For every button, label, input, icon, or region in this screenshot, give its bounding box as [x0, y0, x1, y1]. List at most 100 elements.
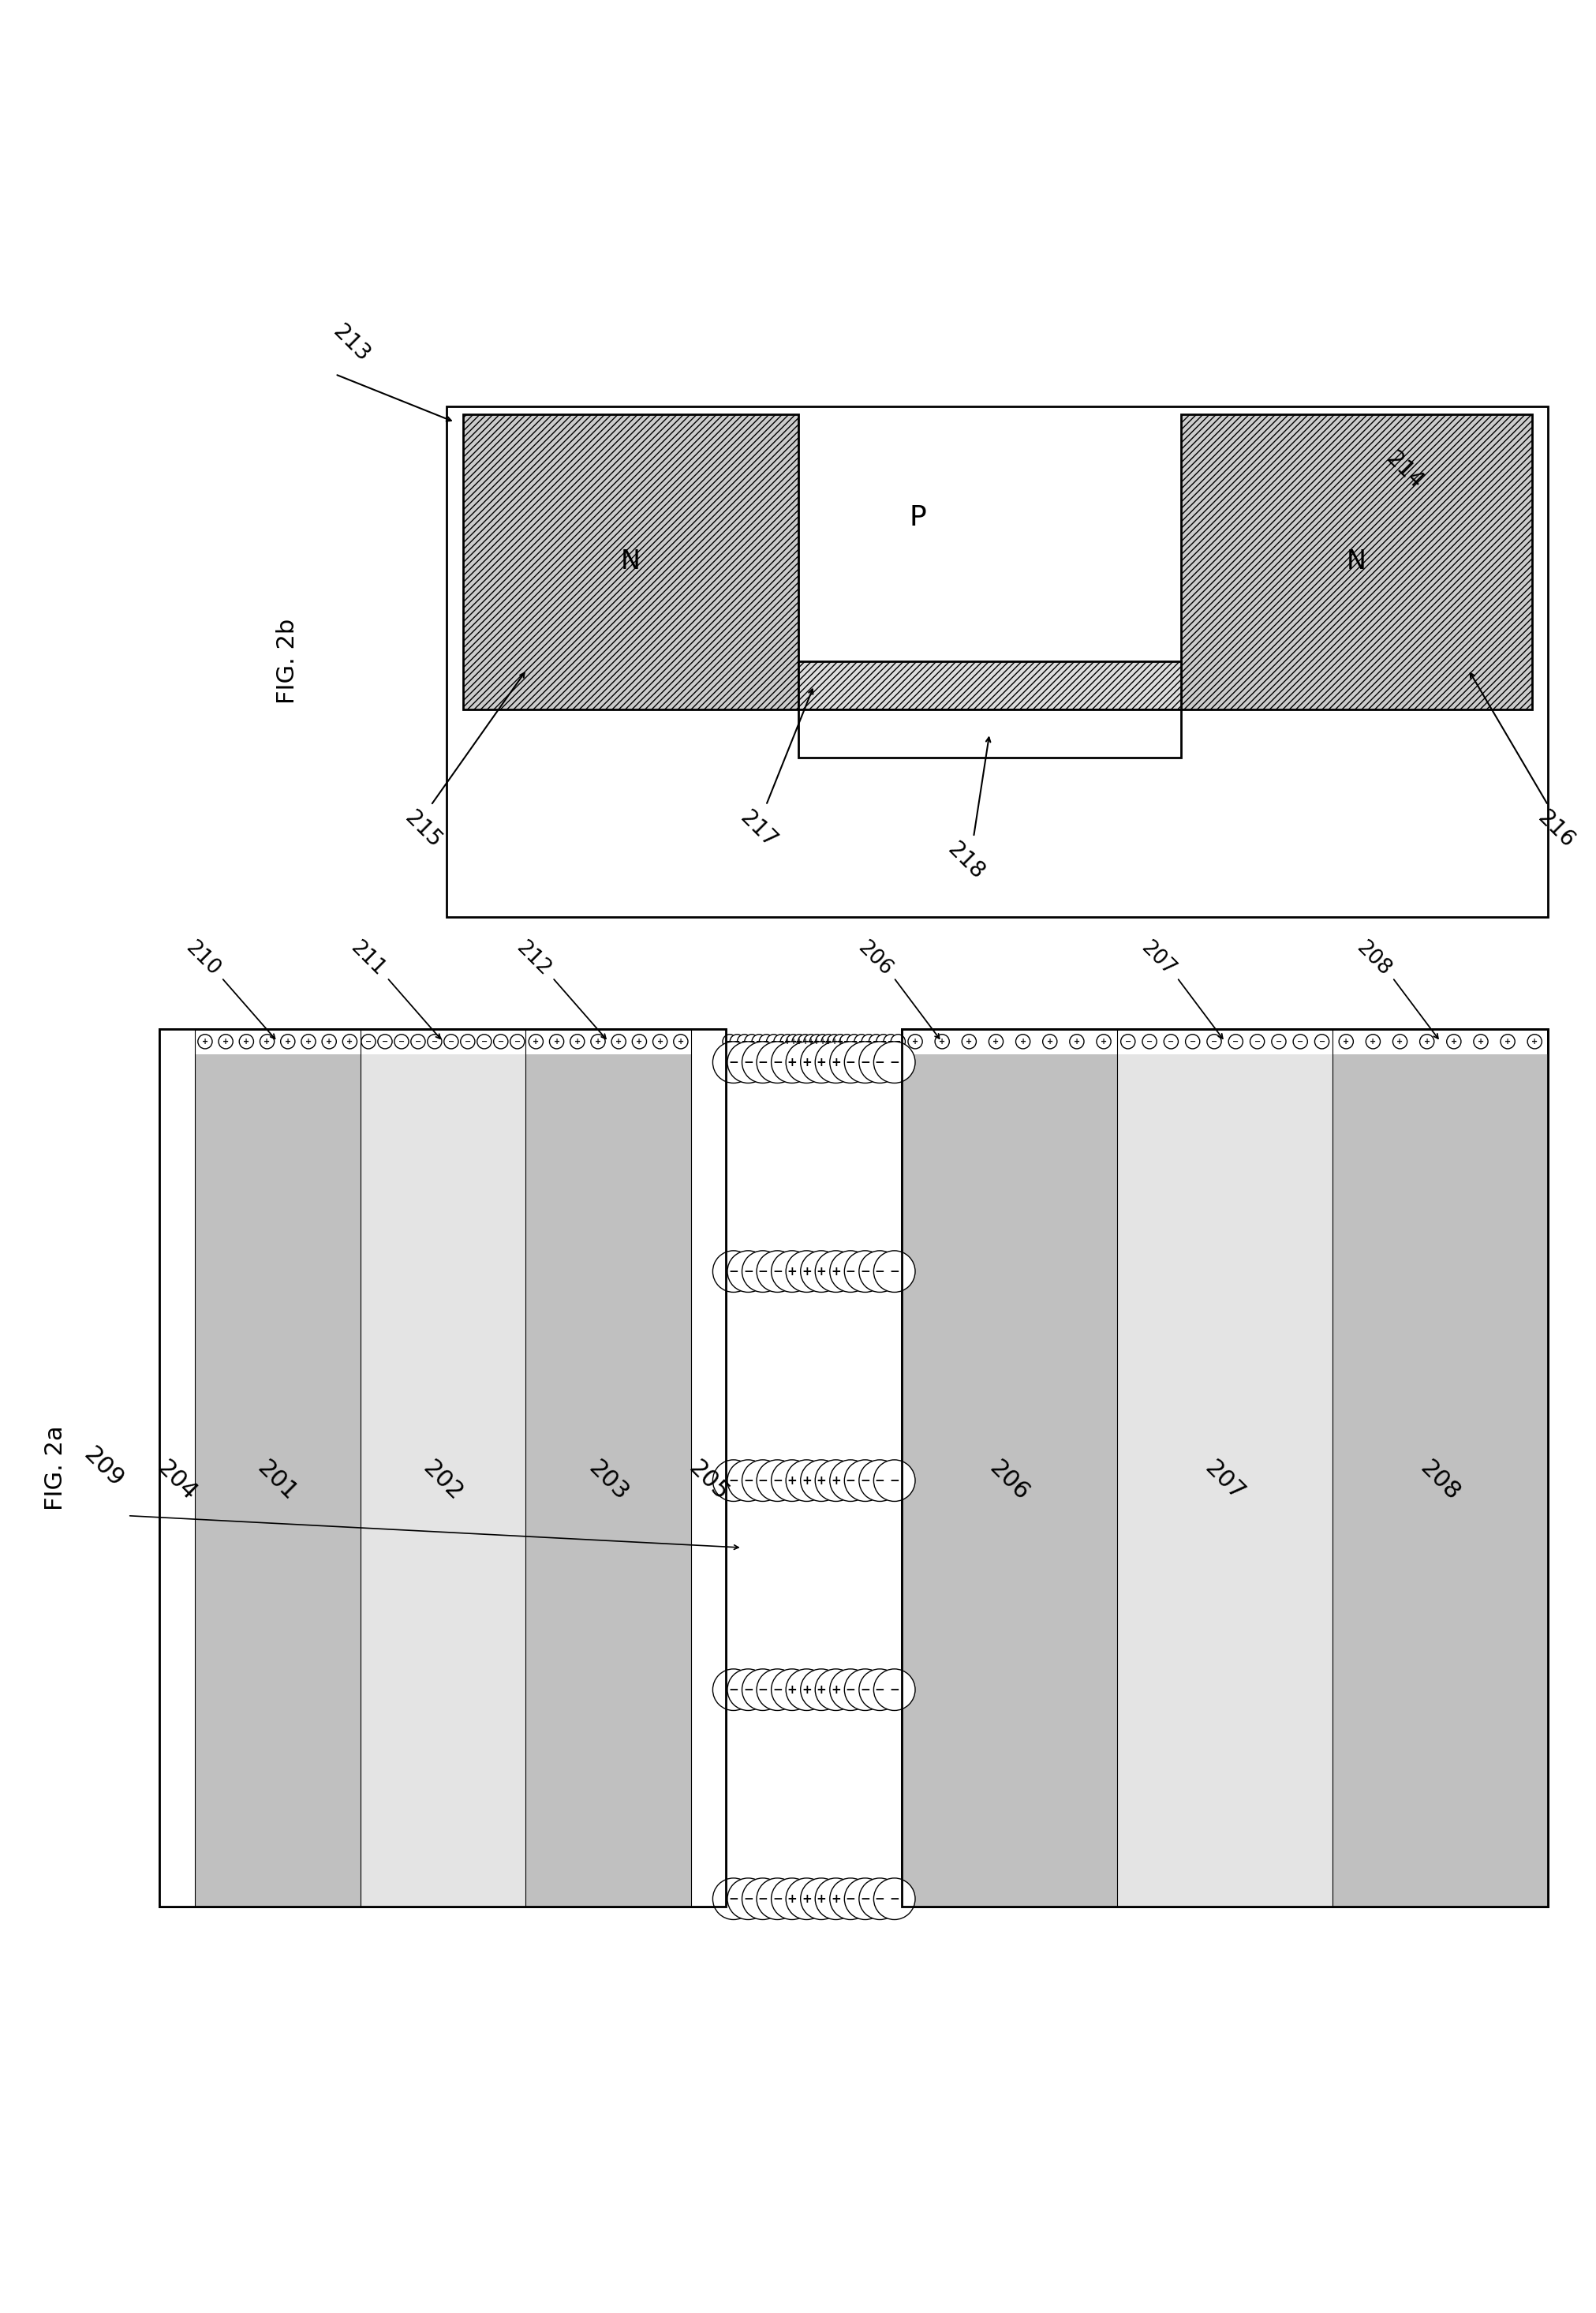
- Bar: [447, 407, 1548, 916]
- Text: +: +: [816, 1265, 827, 1277]
- Text: −: −: [771, 1039, 777, 1045]
- Text: −: −: [1254, 1039, 1261, 1045]
- Text: 207: 207: [1136, 937, 1179, 981]
- Circle shape: [801, 1041, 843, 1082]
- Circle shape: [745, 1034, 760, 1048]
- Text: −: −: [1211, 1039, 1218, 1045]
- Circle shape: [361, 1034, 375, 1048]
- Circle shape: [1120, 1034, 1135, 1048]
- Circle shape: [728, 1041, 769, 1082]
- Text: −: −: [728, 1057, 739, 1069]
- Circle shape: [862, 1034, 876, 1048]
- Text: +: +: [816, 1892, 827, 1906]
- Circle shape: [219, 1034, 233, 1048]
- Text: +: +: [305, 1039, 311, 1045]
- Text: 213: 213: [329, 322, 373, 365]
- Circle shape: [873, 1041, 915, 1082]
- Circle shape: [394, 1034, 409, 1048]
- Text: +: +: [1074, 1039, 1080, 1045]
- Circle shape: [343, 1034, 358, 1048]
- Circle shape: [260, 1034, 275, 1048]
- Text: −: −: [875, 1892, 884, 1906]
- Circle shape: [771, 1460, 812, 1501]
- Text: −: −: [860, 1684, 870, 1695]
- Circle shape: [801, 1878, 843, 1920]
- Text: −: −: [860, 1265, 870, 1277]
- Bar: [902, 1055, 1117, 1906]
- Circle shape: [410, 1034, 425, 1048]
- Text: −: −: [381, 1039, 388, 1045]
- Circle shape: [1207, 1034, 1221, 1048]
- Text: +: +: [993, 1039, 999, 1045]
- Text: FIG. 2b: FIG. 2b: [276, 620, 298, 705]
- Circle shape: [787, 1034, 801, 1048]
- Circle shape: [1272, 1034, 1286, 1048]
- Circle shape: [859, 1670, 900, 1712]
- Text: +: +: [801, 1476, 812, 1487]
- Circle shape: [839, 1034, 854, 1048]
- Text: −: −: [1189, 1039, 1195, 1045]
- Circle shape: [757, 1878, 798, 1920]
- Circle shape: [771, 1878, 812, 1920]
- Circle shape: [742, 1041, 784, 1082]
- Text: +: +: [222, 1039, 228, 1045]
- Text: −: −: [875, 1057, 884, 1069]
- Circle shape: [844, 1251, 886, 1293]
- Text: +: +: [801, 1039, 809, 1045]
- Circle shape: [281, 1034, 295, 1048]
- Text: 210: 210: [182, 937, 223, 981]
- Circle shape: [1069, 1034, 1084, 1048]
- Text: −: −: [875, 1684, 884, 1695]
- Text: +: +: [808, 1039, 814, 1045]
- Circle shape: [570, 1034, 584, 1048]
- Text: +: +: [658, 1039, 664, 1045]
- Text: +: +: [263, 1039, 270, 1045]
- Text: FIG. 2a: FIG. 2a: [45, 1425, 67, 1510]
- Circle shape: [873, 1878, 915, 1920]
- Text: −: −: [881, 1039, 887, 1045]
- Text: N: N: [621, 548, 640, 576]
- Text: −: −: [365, 1039, 372, 1045]
- Bar: [902, 1029, 1548, 1906]
- Text: −: −: [889, 1892, 900, 1906]
- Text: +: +: [201, 1039, 207, 1045]
- Circle shape: [908, 1034, 922, 1048]
- Circle shape: [1143, 1034, 1157, 1048]
- Text: −: −: [889, 1265, 900, 1277]
- Circle shape: [816, 1251, 857, 1293]
- Circle shape: [713, 1041, 755, 1082]
- Bar: [691, 1029, 726, 1906]
- Text: −: −: [728, 1265, 739, 1277]
- Circle shape: [713, 1670, 755, 1712]
- Circle shape: [713, 1460, 755, 1501]
- Circle shape: [801, 1251, 843, 1293]
- Circle shape: [844, 1670, 886, 1712]
- Text: +: +: [1478, 1039, 1484, 1045]
- Circle shape: [728, 1251, 769, 1293]
- Circle shape: [873, 1460, 915, 1501]
- Text: −: −: [772, 1265, 782, 1277]
- Circle shape: [868, 1034, 883, 1048]
- Circle shape: [729, 1034, 744, 1048]
- Circle shape: [1315, 1034, 1329, 1048]
- Text: −: −: [726, 1039, 733, 1045]
- Text: +: +: [832, 1039, 838, 1045]
- Circle shape: [830, 1041, 871, 1082]
- Text: −: −: [1168, 1039, 1175, 1045]
- Circle shape: [742, 1251, 784, 1293]
- Text: +: +: [790, 1039, 796, 1045]
- Text: +: +: [801, 1057, 812, 1069]
- Circle shape: [816, 1878, 857, 1920]
- Circle shape: [591, 1034, 605, 1048]
- Text: −: −: [728, 1684, 739, 1695]
- Circle shape: [884, 1034, 899, 1048]
- Circle shape: [611, 1034, 626, 1048]
- Circle shape: [728, 1460, 769, 1501]
- Circle shape: [990, 1034, 1004, 1048]
- Circle shape: [816, 1460, 857, 1501]
- Circle shape: [859, 1460, 900, 1501]
- Text: −: −: [887, 1039, 894, 1045]
- Circle shape: [1339, 1034, 1353, 1048]
- Text: −: −: [865, 1039, 871, 1045]
- Circle shape: [766, 1034, 780, 1048]
